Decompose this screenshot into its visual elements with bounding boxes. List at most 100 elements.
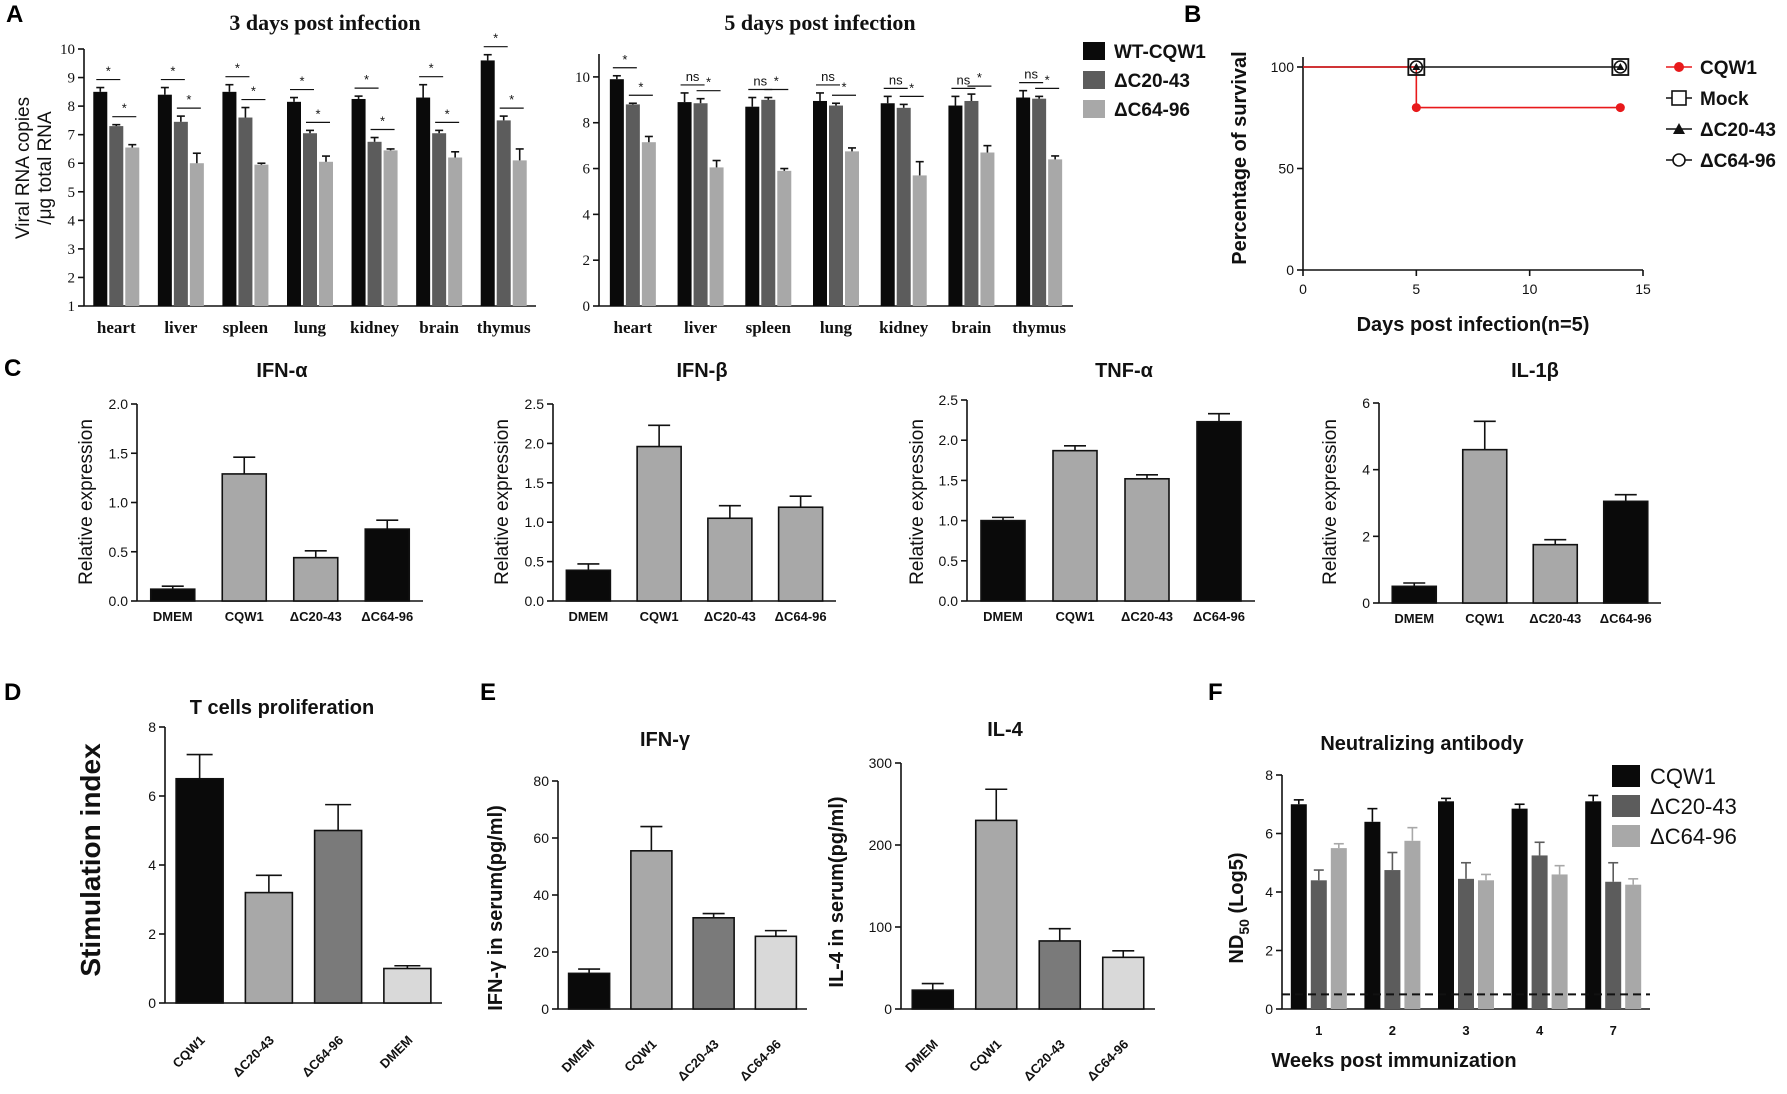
chart-c2-ytick-label: 0.0 <box>525 593 545 609</box>
chart-d-ytick-label: 8 <box>148 719 156 735</box>
chart-f-bar <box>1404 840 1421 1009</box>
chart-d-t-cells: T cells proliferation Stimulation index … <box>75 697 442 1080</box>
chart-a1-ylabel-2: /μg total RNA <box>35 111 56 225</box>
chart-a1-bar <box>287 101 301 306</box>
chart-a1-xtick-label: kidney <box>350 318 400 337</box>
chart-a1-bar <box>157 94 172 306</box>
chart-a2-xtick-label: lung <box>820 318 853 337</box>
chart-d-xtick-label: ΔC64-96 <box>299 1033 346 1080</box>
chart-a1-xtick-label: heart <box>97 318 136 337</box>
chart-d-ytick-label: 0 <box>148 995 156 1011</box>
chart-b-marker-cqw1 <box>1615 103 1625 113</box>
chart-a2-sig-label: * <box>841 79 846 94</box>
chart-a1-bar <box>416 97 431 307</box>
chart-c2-ytick-label: 0.5 <box>525 554 545 570</box>
chart-e1-ytick-label: 60 <box>533 830 549 846</box>
chart-f-ytick-label: 4 <box>1265 884 1273 900</box>
chart-a1-xtick-label: thymus <box>477 318 531 337</box>
chart-a1-bar <box>189 163 204 306</box>
chart-e2-title: IL-4 <box>987 719 1023 741</box>
chart-a1-sig-label: * <box>509 92 514 107</box>
chart-c1-bar <box>221 473 268 602</box>
chart-c3-tnf-alpha: TNF-α Relative expression 0.0 0.5 1.0 1.5 2.… <box>907 360 1255 624</box>
chart-f-bar <box>1605 881 1622 1009</box>
chart-a1-bar <box>480 60 495 306</box>
chart-a2-title: 5 days post infection <box>724 10 915 35</box>
chart-c3-xtick-label: ΔC20-43 <box>1121 609 1173 624</box>
chart-d-ytick-label: 6 <box>148 788 156 804</box>
chart-c3-ylabel: Relative expression <box>907 419 928 585</box>
chart-c3-ytick-label: 0.5 <box>939 553 959 569</box>
chart-b-marker-mock <box>1407 58 1426 76</box>
chart-b-legend-label: Mock <box>1700 89 1749 110</box>
chart-f-ytick-label: 6 <box>1265 826 1273 842</box>
chart-a2-sig-label: * <box>909 80 914 95</box>
chart-a2-bar <box>912 175 927 306</box>
chart-f-bar <box>1458 878 1474 1009</box>
chart-a1-ytick-label: 2 <box>68 270 76 286</box>
chart-a2-bar <box>1048 159 1063 306</box>
chart-c4-ytick-label: 4 <box>1362 462 1370 478</box>
chart-a1-sig-label: * <box>445 106 450 121</box>
chart-a-legend: WT-CQW1 ΔC20-43 ΔC64-96 <box>1083 42 1206 121</box>
chart-c1-ytick-label: 0.5 <box>109 544 129 560</box>
chart-c3-xtick-label: ΔC64-96 <box>1193 609 1245 624</box>
chart-a1-ytick-label: 10 <box>60 42 75 58</box>
chart-a2-sig-label: ns <box>957 72 971 87</box>
chart-b-legend-label: CQW1 <box>1700 58 1757 79</box>
chart-b-xlabel: Days post infection(n=5) <box>1357 314 1590 336</box>
chart-c2-bar <box>636 445 682 602</box>
chart-a1-sig-label: * <box>170 64 175 79</box>
chart-f-bar <box>1384 870 1401 1009</box>
chart-e2-ylabel: IL-4 in serum(pg/ml) <box>826 796 848 987</box>
chart-a1-sig-label: * <box>299 74 304 89</box>
chart-a1-sig-label: * <box>251 84 256 99</box>
chart-a1-ytick-label: 1 <box>68 299 76 315</box>
chart-f-plot: 0 2 4 6 8 1 2 3 4 7 <box>1265 767 1650 1038</box>
chart-b-legend-marker <box>1673 123 1685 134</box>
chart-a2-sig-label: * <box>977 70 982 85</box>
chart-f-bar <box>1478 880 1494 1009</box>
chart-f-legend-label: ΔC64-96 <box>1650 824 1737 849</box>
chart-a-legend-swatch <box>1083 71 1105 89</box>
chart-f-ylabel-main: ND <box>1226 935 1248 964</box>
chart-c2-title: IFN-β <box>676 360 727 382</box>
chart-f-bar <box>1330 848 1347 1009</box>
chart-c3-xtick-label: DMEM <box>983 609 1023 624</box>
chart-f-bar <box>1364 821 1381 1009</box>
chart-e2-ytick-label: 300 <box>869 755 893 771</box>
chart-a1-bar <box>432 133 447 306</box>
chart-b-xtick-label: 15 <box>1635 281 1651 297</box>
chart-a2-xtick-label: kidney <box>879 318 929 337</box>
chart-c1-title: IFN-α <box>256 360 308 382</box>
chart-c3-ytick-label: 0.0 <box>939 593 959 609</box>
chart-a1-plot: 1 2 3 4 5 6 7 8 9 10 heart liver spleen lung kidney bra… <box>60 31 536 337</box>
chart-a2-sig-label: * <box>1045 72 1050 87</box>
chart-a2-sig-label: ns <box>753 74 767 89</box>
chart-a1-ytick-label: 9 <box>68 71 76 87</box>
chart-e1-xtick-label: ΔC64-96 <box>737 1037 784 1084</box>
chart-a2-ytick-label: 4 <box>583 207 591 223</box>
chart-a2-bar <box>609 79 624 306</box>
chart-b-marker-c20 <box>1412 63 1421 70</box>
chart-c4-il-1beta: IL-1β Relative expression 0 2 4 6 DMEM CQW1 ΔC… <box>1320 360 1661 626</box>
chart-a2-sig-label: ns <box>889 72 903 87</box>
chart-e1-ytick-label: 20 <box>533 944 549 960</box>
chart-b-legend-marker <box>1671 90 1687 106</box>
chart-e2-xtick-label: ΔC64-96 <box>1084 1037 1131 1084</box>
chart-a1-bar <box>173 121 188 306</box>
chart-c3-ytick-label: 1.0 <box>939 513 959 529</box>
chart-c1-xtick-label: CQW1 <box>225 609 264 624</box>
chart-f-ylabel-sub: 50 <box>1236 919 1252 935</box>
chart-c4-plot: 0 2 4 6 DMEM CQW1 ΔC20-43 ΔC64-96 <box>1362 395 1661 626</box>
chart-f-xtick-label: 2 <box>1389 1023 1396 1038</box>
chart-c2-xtick-label: CQW1 <box>640 609 679 624</box>
chart-a2-bar <box>948 105 963 306</box>
chart-a1-bar <box>125 147 140 306</box>
chart-c1-ylabel: Relative expression <box>76 419 97 585</box>
chart-a1-sig-label: * <box>106 64 111 79</box>
chart-c1-ytick-label: 1.0 <box>109 495 129 511</box>
chart-b-marker-c20 <box>1616 63 1625 70</box>
chart-b-marker-c64 <box>1409 60 1424 74</box>
chart-f-ytick-label: 0 <box>1265 1001 1273 1017</box>
